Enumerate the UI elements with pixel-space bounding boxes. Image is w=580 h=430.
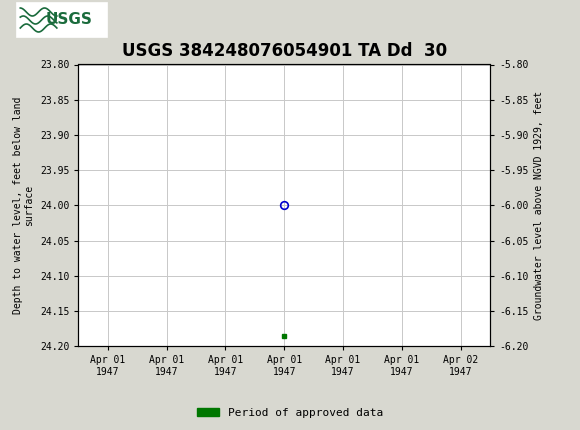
Y-axis label: Groundwater level above NGVD 1929, feet: Groundwater level above NGVD 1929, feet bbox=[534, 91, 544, 320]
Text: USGS: USGS bbox=[46, 12, 93, 28]
Legend: Period of approved data: Period of approved data bbox=[193, 403, 387, 422]
Title: USGS 384248076054901 TA Dd  30: USGS 384248076054901 TA Dd 30 bbox=[122, 42, 447, 60]
Y-axis label: Depth to water level, feet below land
surface: Depth to water level, feet below land su… bbox=[13, 97, 34, 314]
FancyBboxPatch shape bbox=[17, 3, 107, 37]
